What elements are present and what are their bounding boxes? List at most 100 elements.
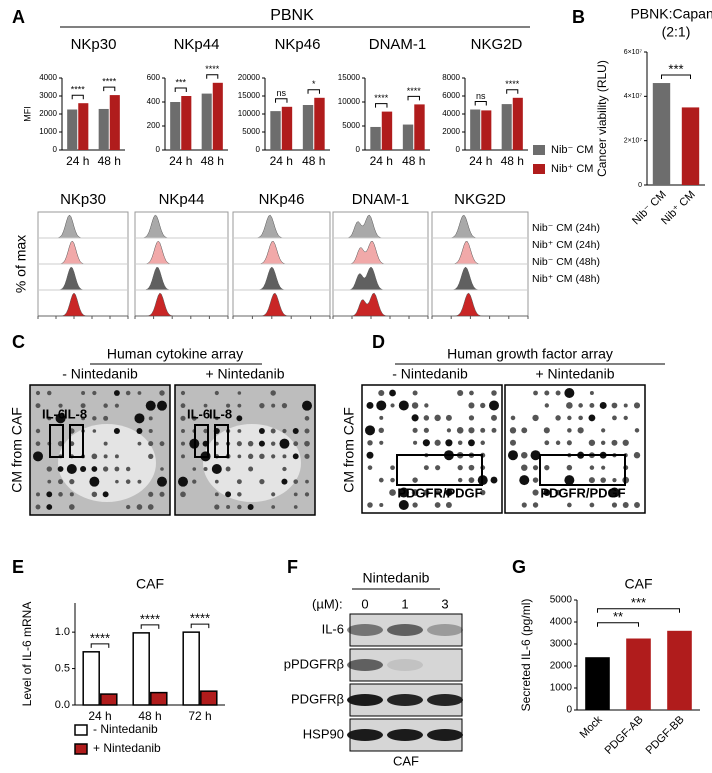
array-spot bbox=[113, 390, 120, 396]
array-title: Human cytokine array bbox=[107, 346, 243, 362]
significance-bracket bbox=[90, 643, 110, 648]
array-spot bbox=[398, 400, 409, 411]
array-spot bbox=[293, 492, 298, 497]
array-spot bbox=[203, 428, 208, 434]
histogram-title: NKG2D bbox=[454, 191, 506, 208]
array-spot bbox=[237, 403, 242, 408]
spot-box bbox=[194, 424, 209, 458]
x-tick-label: 48 h bbox=[201, 154, 224, 168]
significance-label: **** bbox=[407, 86, 422, 96]
array-spot bbox=[611, 502, 618, 508]
array-spot bbox=[159, 491, 165, 497]
array-spot bbox=[147, 504, 154, 510]
blot-row-label: HSP90 bbox=[303, 726, 344, 741]
array-spot bbox=[532, 477, 539, 483]
array-spot bbox=[214, 504, 220, 510]
array-spot bbox=[225, 491, 232, 498]
y-tick-label: 0 bbox=[566, 705, 572, 716]
significance-bracket bbox=[275, 98, 288, 103]
array-spot bbox=[491, 390, 497, 396]
significance-label: *** bbox=[668, 61, 683, 76]
legend-label: Nib⁺ CM bbox=[551, 163, 593, 175]
array-spot bbox=[491, 427, 497, 433]
array-spot bbox=[423, 427, 429, 433]
array-spot bbox=[423, 415, 430, 421]
array-spot bbox=[367, 502, 373, 508]
spot-label: IL-6 bbox=[187, 406, 210, 421]
array-spot bbox=[91, 491, 98, 498]
chart-title: DNAM-1 bbox=[369, 36, 427, 53]
array-spot bbox=[55, 413, 66, 424]
histogram-legend: Nib⁺ CM (48h) bbox=[532, 273, 600, 285]
array-spot bbox=[114, 454, 119, 459]
histogram-curve bbox=[233, 240, 330, 265]
y-tick-label: 2000 bbox=[442, 127, 460, 136]
array-spot bbox=[468, 427, 475, 434]
histogram-title: NKp30 bbox=[60, 191, 106, 208]
array-spot bbox=[180, 441, 186, 446]
blot-band bbox=[427, 729, 463, 741]
bar bbox=[78, 103, 89, 150]
bar bbox=[667, 630, 692, 710]
array-spot bbox=[211, 464, 222, 474]
bar bbox=[512, 97, 523, 150]
x-tick-label: 48 h bbox=[402, 154, 425, 168]
significance-bracket bbox=[307, 89, 320, 94]
histogram-curve bbox=[135, 292, 228, 317]
array-spot bbox=[634, 428, 640, 433]
array-spot bbox=[148, 416, 153, 421]
array-spot bbox=[282, 466, 287, 472]
y-tick-label: 10000 bbox=[238, 109, 261, 118]
histogram-curve bbox=[38, 266, 128, 291]
array-spot bbox=[293, 479, 299, 484]
panel-label: A bbox=[12, 7, 25, 27]
panel-label: D bbox=[372, 332, 385, 352]
array-spot bbox=[103, 403, 108, 408]
array-spot bbox=[47, 479, 52, 484]
y-tick-label: 20000 bbox=[238, 73, 261, 82]
x-tick-label: 24 h bbox=[88, 709, 111, 723]
array-spot bbox=[293, 441, 299, 447]
y-tick-label: 1.0 bbox=[55, 626, 70, 638]
array-spot bbox=[589, 502, 595, 508]
group-header: PBNK bbox=[270, 7, 314, 24]
significance-label: **** bbox=[140, 611, 160, 626]
array-spot bbox=[544, 390, 550, 396]
array-spot bbox=[271, 454, 276, 459]
y-tick-label: 0 bbox=[156, 145, 161, 154]
significance-label: *** bbox=[631, 595, 646, 610]
array-spot bbox=[412, 502, 418, 508]
array-spot bbox=[281, 403, 288, 409]
array-spot bbox=[271, 505, 276, 509]
array-spot bbox=[258, 440, 265, 447]
array-spot bbox=[555, 415, 561, 421]
array-spot bbox=[35, 492, 41, 497]
y-tick-label: 0 bbox=[456, 145, 461, 154]
array-spot bbox=[566, 464, 573, 471]
significance-bracket bbox=[375, 103, 388, 108]
legend-swatch bbox=[74, 743, 88, 755]
blot-band bbox=[387, 624, 423, 636]
spot-label: PDGFR/PDGF bbox=[540, 485, 625, 500]
array-title: Human growth factor array bbox=[447, 346, 613, 362]
bar bbox=[182, 631, 200, 706]
histogram-title: NKp46 bbox=[259, 191, 305, 208]
array-spot bbox=[411, 402, 419, 409]
array-spot bbox=[125, 390, 131, 396]
array-spot bbox=[623, 403, 628, 408]
array-spot bbox=[412, 477, 418, 483]
array-spot bbox=[304, 492, 310, 497]
condition-label: - Nintedanib bbox=[62, 366, 138, 382]
bar bbox=[402, 124, 414, 150]
array-spot bbox=[521, 427, 528, 434]
array-spot bbox=[589, 465, 595, 470]
array-spot bbox=[422, 439, 430, 447]
array-spot bbox=[578, 403, 583, 408]
significance-bracket bbox=[597, 608, 680, 613]
array-spot bbox=[577, 427, 584, 434]
bar bbox=[381, 111, 393, 150]
chart-title: NKp46 bbox=[275, 36, 321, 53]
bar bbox=[212, 82, 223, 150]
histogram-curve bbox=[38, 292, 128, 317]
array-spot bbox=[66, 464, 77, 474]
